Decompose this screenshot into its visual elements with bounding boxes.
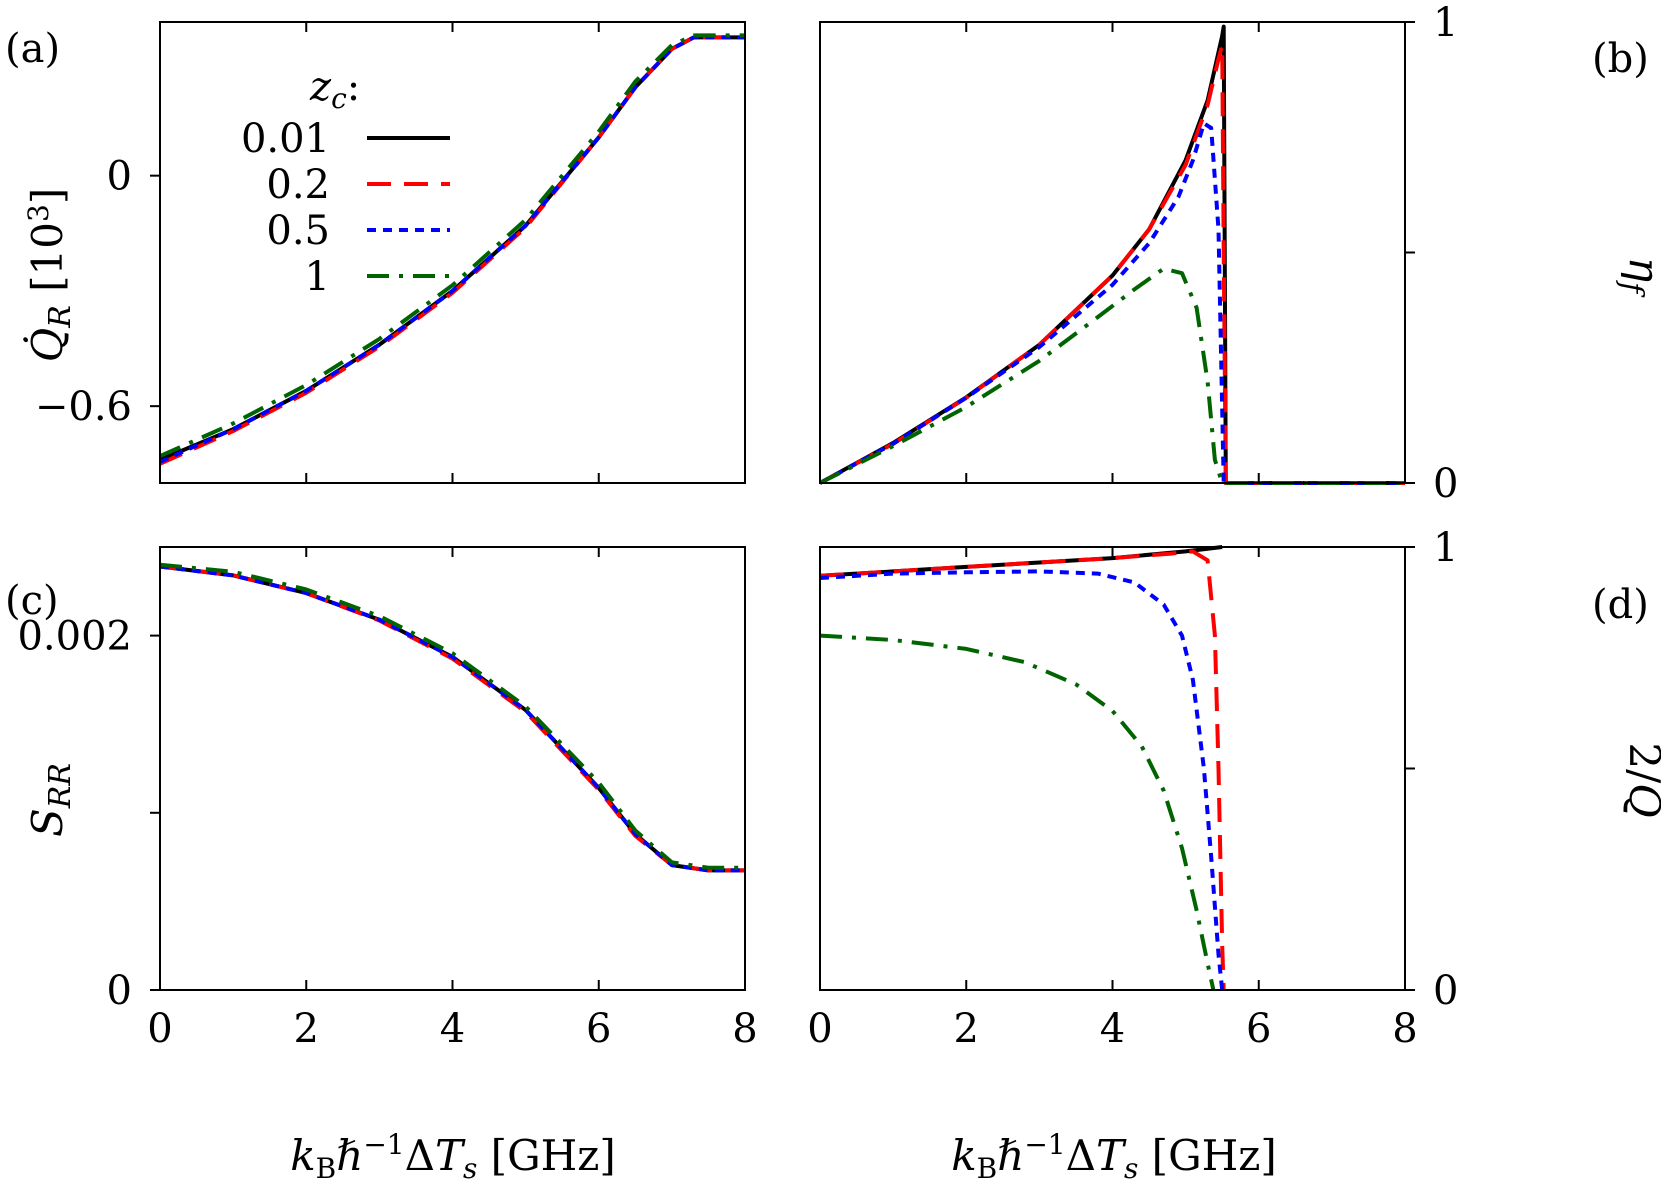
series-line-0p01	[819, 24, 1405, 485]
series-line-1	[819, 633, 1216, 991]
x-tick-label: 8	[732, 1006, 757, 1052]
x-tick-label: 8	[1392, 1006, 1417, 1052]
series-line-0p01	[819, 545, 1223, 578]
y-tick-label: −0.6	[35, 384, 132, 430]
series-line-0p2	[819, 549, 1226, 991]
series-line-0p2	[159, 564, 745, 873]
panel-label-c: (c)	[5, 578, 59, 624]
plot-frame	[819, 546, 1406, 991]
legend-entry-label: 0.01	[241, 116, 330, 162]
series-line-0p2	[819, 43, 1405, 485]
x-tick-label: 0	[807, 1006, 832, 1052]
series-line-0p5	[159, 35, 745, 464]
x-tick-label: 4	[1100, 1006, 1125, 1052]
xlabel-c: kBℏ−1ΔTs [GHz]	[290, 1128, 616, 1185]
y-tick-label: 1	[1433, 0, 1458, 46]
x-tick-label: 2	[954, 1006, 979, 1052]
x-tick-label: 6	[586, 1006, 611, 1052]
series-line-0p01	[159, 35, 745, 462]
series-line-0p5	[159, 564, 745, 873]
legend-entry-label: 0.2	[266, 162, 330, 208]
legend-title: zc:	[309, 64, 360, 115]
series-line-0p5	[819, 121, 1405, 485]
x-tick-label: 4	[440, 1006, 465, 1052]
ylabel-b: ηf	[1614, 257, 1661, 298]
legend: zc: 0.010.20.51	[241, 64, 450, 300]
series-line-0p5	[819, 569, 1225, 991]
series-line-1	[159, 33, 745, 458]
plot-frame	[159, 546, 746, 991]
y-tick-label: 0	[107, 968, 132, 1014]
panel-label-b: (b)	[1592, 36, 1649, 82]
ylabel-d: 2/Q	[1620, 742, 1661, 817]
panel-c: 0 2 4 6 8 0 0.002	[17, 546, 758, 1052]
y-tick-label: 0	[1433, 461, 1458, 507]
x-tick-label: 6	[1246, 1006, 1271, 1052]
panel-b: 01	[819, 0, 1458, 507]
y-tick-label: 1	[1433, 525, 1458, 571]
series-line-1	[159, 562, 745, 870]
series-line-0p2	[159, 35, 745, 466]
y-tick-label: 0	[1433, 968, 1458, 1014]
panel-d: 0 2 4 6 801	[807, 525, 1458, 1052]
series-line-1	[819, 266, 1405, 485]
panel-a: 0 −0.6	[35, 21, 746, 484]
panel-label-d: (d)	[1592, 582, 1649, 628]
ylabel-c: SRR	[23, 763, 78, 837]
plot-frame	[819, 21, 1406, 484]
xlabel-d: kBℏ−1ΔTs [GHz]	[951, 1128, 1277, 1185]
x-tick-label: 2	[294, 1006, 319, 1052]
ylabel-a: Q̇R [103]	[22, 188, 78, 362]
y-tick-label: 0	[107, 154, 132, 200]
series-line-0p01	[159, 564, 745, 873]
legend-entry-label: 1	[305, 254, 330, 300]
panel-label-a: (a)	[5, 26, 60, 72]
legend-entry-label: 0.5	[266, 208, 330, 254]
x-tick-label: 0	[147, 1006, 172, 1052]
y-tick-label: 0.002	[17, 614, 132, 660]
